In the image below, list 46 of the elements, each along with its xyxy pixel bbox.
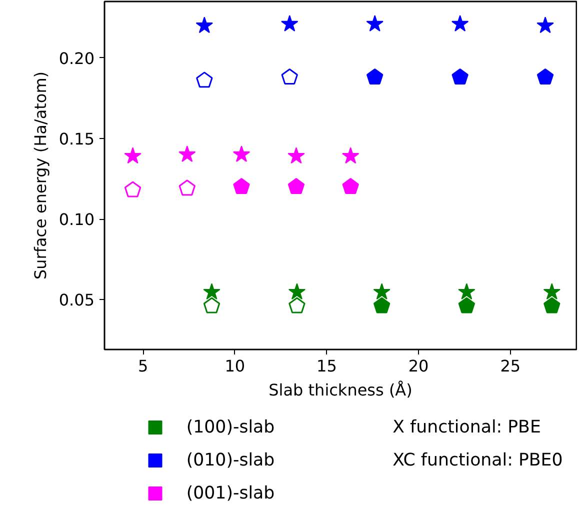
point — [451, 15, 469, 32]
y-tick-label: 0.05 — [58, 290, 94, 310]
point — [232, 146, 250, 162]
x-tick-label: 25 — [500, 356, 521, 376]
legend-label: (010)-slab — [186, 450, 275, 470]
point — [203, 283, 220, 300]
point — [342, 147, 360, 164]
y-tick-label: 0.10 — [58, 210, 94, 229]
point — [288, 178, 305, 194]
point — [203, 297, 220, 314]
point — [536, 16, 554, 34]
y-tick-label: 0.15 — [58, 129, 94, 148]
point — [281, 68, 298, 84]
point — [452, 68, 468, 84]
x-tick-label: 20 — [408, 356, 429, 376]
point — [458, 283, 476, 300]
text: XC functional: PBE0 — [392, 450, 563, 470]
point — [178, 180, 196, 196]
x-axis-title: Slab thickness (Å) — [268, 380, 412, 400]
point — [366, 15, 384, 32]
point — [543, 283, 560, 300]
x-tick-label: 5 — [138, 356, 148, 376]
point — [544, 297, 560, 314]
legend-label: (100)-slab — [186, 418, 275, 438]
point — [196, 16, 213, 34]
x-tick-label: 10 — [224, 356, 246, 376]
point — [281, 15, 298, 32]
point — [178, 146, 196, 162]
point — [536, 68, 554, 84]
point — [373, 297, 390, 314]
point — [373, 283, 390, 300]
y-tick-label: 0.20 — [58, 48, 94, 68]
point — [288, 147, 305, 164]
x-tick-label: 15 — [316, 356, 337, 376]
point — [458, 297, 476, 314]
point — [288, 283, 306, 300]
point — [366, 68, 384, 84]
point — [196, 72, 213, 88]
point — [233, 178, 250, 194]
y-axis-title: Surface energy (Ha/atom) — [30, 71, 50, 280]
point — [124, 181, 142, 198]
point — [342, 178, 359, 194]
legend-label: (001)-slab — [186, 484, 275, 504]
text: X functional: PBE — [392, 418, 541, 438]
point — [124, 147, 142, 164]
point — [288, 297, 306, 314]
